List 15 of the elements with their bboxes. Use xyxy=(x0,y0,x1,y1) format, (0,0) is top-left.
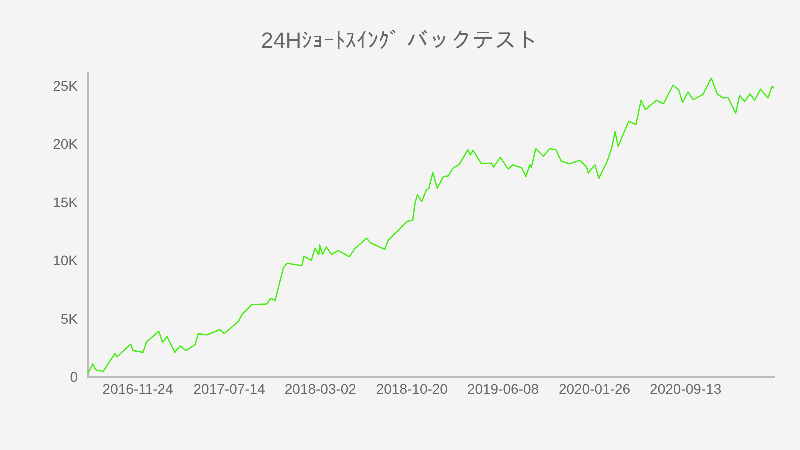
y-tick-label: 10K xyxy=(53,252,79,269)
x-tick-label: 2020-01-26 xyxy=(558,381,631,397)
line-series xyxy=(87,78,775,375)
x-tick-label: 2016-11-24 xyxy=(102,381,174,397)
x-tick-label: 2018-03-02 xyxy=(284,381,357,397)
y-tick-label: 5K xyxy=(60,310,79,327)
y-tick-label: 25K xyxy=(53,78,79,94)
y-tick-label: 0 xyxy=(70,369,78,385)
x-tick-label: 2017-07-14 xyxy=(194,381,266,397)
x-tick-label: 2018-10-20 xyxy=(376,381,448,397)
x-tick-label: 2020-09-13 xyxy=(650,381,722,397)
y-tick-label: 15K xyxy=(53,194,79,210)
chart-title: 24Hｼｮｰﾄｽｲﾝｸﾞ バックテスト xyxy=(261,28,539,53)
x-tick-label: 2019-06-08 xyxy=(467,381,540,397)
y-tick-label: 20K xyxy=(53,136,79,152)
